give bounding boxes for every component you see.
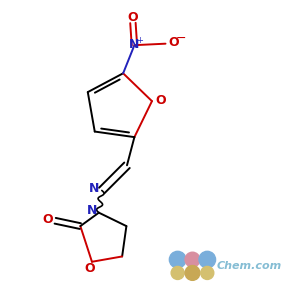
Text: O: O — [155, 94, 166, 107]
Text: O: O — [127, 11, 138, 24]
Text: −: − — [176, 32, 186, 45]
Text: O: O — [169, 36, 179, 49]
Text: +: + — [136, 36, 142, 45]
Circle shape — [169, 251, 186, 268]
Circle shape — [171, 266, 184, 280]
Circle shape — [185, 266, 200, 280]
Text: Chem.com: Chem.com — [216, 261, 281, 271]
Circle shape — [185, 252, 200, 267]
Circle shape — [199, 251, 216, 268]
Text: O: O — [85, 262, 95, 275]
Text: N: N — [129, 38, 139, 51]
Text: O: O — [43, 213, 53, 226]
Text: N: N — [87, 204, 98, 217]
Text: N: N — [89, 182, 99, 196]
Circle shape — [201, 266, 214, 280]
